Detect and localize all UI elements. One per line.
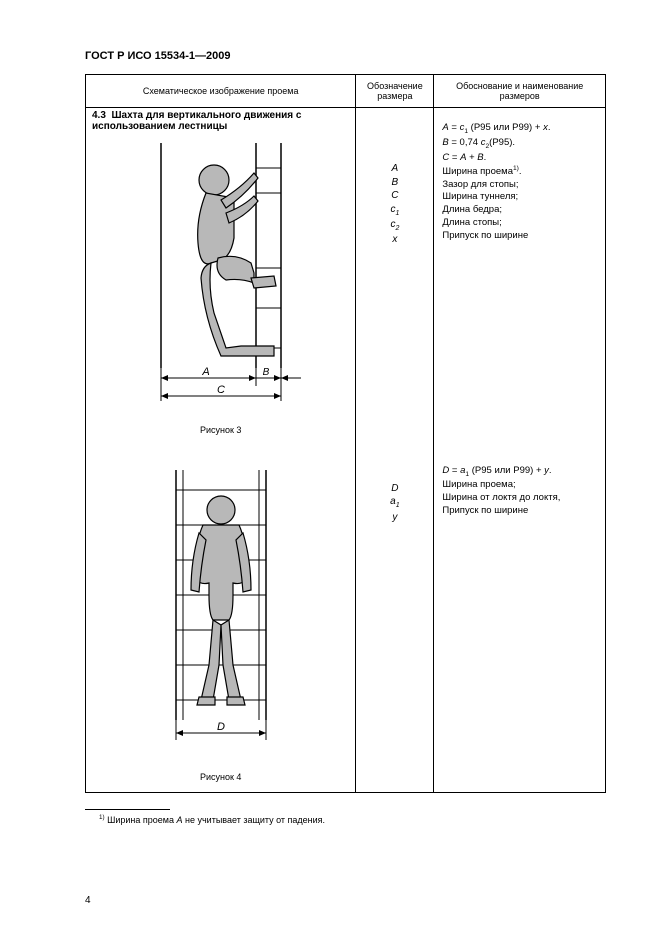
document-header: ГОСТ Р ИСО 15534-1—2009: [85, 50, 606, 62]
justification-column: A = c1 (P95 или P99) + x. B = 0,74 c2(P9…: [434, 108, 606, 793]
header-justification: Обоснование и наименование размеров: [434, 75, 606, 108]
footnote-rule: [85, 809, 170, 810]
fig3-desig-C: C: [364, 189, 425, 203]
fig3-desig-A: A: [364, 162, 425, 176]
svg-text:C: C: [217, 384, 225, 396]
fig3-def-1: Ширина проема1).: [442, 165, 597, 179]
fig4-desig-a1: a1: [364, 495, 425, 510]
figure-4-caption: Рисунок 4: [86, 772, 355, 782]
fig3-formula-3: C = A + B.: [442, 152, 597, 165]
fig4-def-1: Ширина проема;: [442, 479, 597, 492]
section-title-text: Шахта для вертикального движения с испол…: [92, 110, 301, 132]
svg-text:D: D: [217, 721, 225, 733]
fig4-def-2: Ширина от локтя до локтя,: [442, 492, 597, 505]
fig4-desig-D: D: [364, 482, 425, 496]
fig3-desig-c2: c2: [364, 218, 425, 233]
fig4-formula-1: D = a1 (P95 или P99) + y.: [442, 465, 597, 480]
designation-column: A B C c1 c2 x D a1 y: [356, 108, 434, 793]
header-schema: Схематическое изображение проема: [86, 75, 356, 108]
fig3-desig-c1: c1: [364, 203, 425, 218]
figure-4: D Рисунок 4: [86, 465, 355, 782]
fig3-def-3: Ширина туннеля;: [442, 191, 597, 204]
figure-3: A B C: [86, 138, 355, 435]
fig3-formula-2: B = 0,74 c2(P95).: [442, 137, 597, 152]
footnote-text: Ширина проема A не учитывает защиту от п…: [107, 815, 325, 825]
fig3-desig-B: B: [364, 176, 425, 190]
figure-3-caption: Рисунок 3: [86, 425, 355, 435]
fig4-desig-y: y: [364, 511, 425, 525]
footnote-marker: 1): [99, 814, 105, 821]
svg-text:B: B: [262, 367, 269, 378]
fig3-def-6: Припуск по ширине: [442, 230, 597, 243]
fig4-def-3: Припуск по ширине: [442, 505, 597, 518]
section-number: 4.3: [92, 110, 106, 121]
footnote: 1) Ширина проема A не учитывает защиту о…: [99, 814, 606, 825]
fig3-formula-1: A = c1 (P95 или P99) + x.: [442, 122, 597, 137]
section-title: 4.3 Шахта для вертикального движения с и…: [86, 108, 355, 138]
page-number: 4: [85, 895, 91, 906]
fig3-def-4: Длина бедра;: [442, 204, 597, 217]
svg-text:A: A: [201, 366, 209, 378]
dimensions-table: Схематическое изображение проема Обознач…: [85, 74, 606, 793]
fig3-def-2: Зазор для стопы;: [442, 179, 597, 192]
fig3-def-5: Длина стопы;: [442, 217, 597, 230]
header-designation: Обозначение размера: [356, 75, 434, 108]
fig3-desig-x: x: [364, 233, 425, 247]
